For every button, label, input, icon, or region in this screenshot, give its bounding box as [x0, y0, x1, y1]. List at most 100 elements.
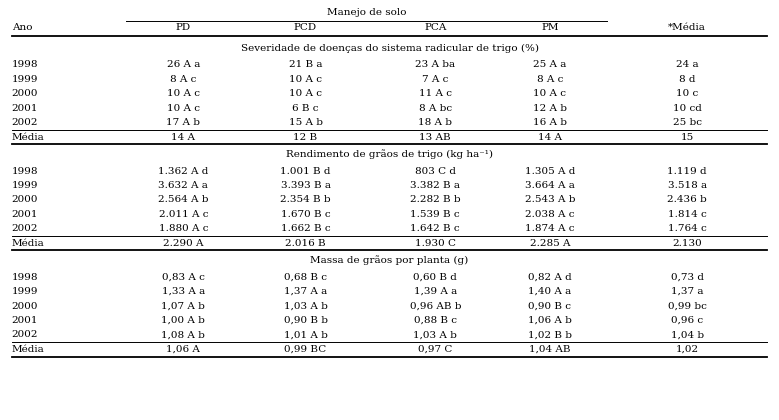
- Text: Manejo de solo: Manejo de solo: [327, 8, 407, 17]
- Text: 11 A c: 11 A c: [419, 89, 452, 98]
- Text: 1,06 A: 1,06 A: [167, 345, 200, 354]
- Text: 2.354 B b: 2.354 B b: [280, 195, 331, 205]
- Text: 2.290 A: 2.290 A: [163, 239, 203, 248]
- Text: 1,39 A a: 1,39 A a: [414, 287, 457, 296]
- Text: 3.664 A a: 3.664 A a: [525, 181, 575, 190]
- Text: 1.930 C: 1.930 C: [414, 239, 456, 248]
- Text: 0,60 B d: 0,60 B d: [414, 273, 457, 282]
- Text: 2.285 A: 2.285 A: [530, 239, 570, 248]
- Text: 23 A ba: 23 A ba: [415, 60, 456, 69]
- Text: 1,33 A a: 1,33 A a: [162, 287, 205, 296]
- Text: Rendimento de grãos de trigo (kg ha⁻¹): Rendimento de grãos de trigo (kg ha⁻¹): [286, 150, 493, 159]
- Text: 10 A c: 10 A c: [289, 75, 322, 84]
- Text: 2002: 2002: [12, 331, 38, 339]
- Text: PCA: PCA: [424, 23, 446, 32]
- Text: 8 A c: 8 A c: [170, 75, 196, 84]
- Text: 17 A b: 17 A b: [167, 118, 200, 127]
- Text: 0,97 C: 0,97 C: [418, 345, 453, 354]
- Text: 1.764 c: 1.764 c: [668, 224, 707, 233]
- Text: 10 A c: 10 A c: [289, 89, 322, 98]
- Text: 14 A: 14 A: [171, 133, 196, 142]
- Text: 1.642 B c: 1.642 B c: [411, 224, 460, 233]
- Text: 14 A: 14 A: [538, 133, 562, 142]
- Text: 1,04 AB: 1,04 AB: [529, 345, 570, 354]
- Text: 26 A a: 26 A a: [167, 60, 200, 69]
- Text: 2000: 2000: [12, 195, 38, 205]
- Text: 15: 15: [681, 133, 694, 142]
- Text: 1,40 A a: 1,40 A a: [528, 287, 572, 296]
- Text: 0,99 BC: 0,99 BC: [284, 345, 326, 354]
- Text: 1,08 A b: 1,08 A b: [161, 331, 206, 339]
- Text: 2000: 2000: [12, 302, 38, 310]
- Text: 2.564 A b: 2.564 A b: [158, 195, 209, 205]
- Text: 1,37 a: 1,37 a: [671, 287, 703, 296]
- Text: 1,07 A b: 1,07 A b: [161, 302, 206, 310]
- Text: 1,04 b: 1,04 b: [671, 331, 703, 339]
- Text: 1.305 A d: 1.305 A d: [524, 166, 575, 176]
- Text: PCD: PCD: [294, 23, 317, 32]
- Text: Média: Média: [12, 345, 44, 354]
- Text: 0,83 A c: 0,83 A c: [162, 273, 205, 282]
- Text: 1,01 A b: 1,01 A b: [284, 331, 327, 339]
- Text: Média: Média: [12, 133, 44, 142]
- Text: 2.016 B: 2.016 B: [285, 239, 326, 248]
- Text: 1,03 A b: 1,03 A b: [284, 302, 327, 310]
- Text: 1,00 A b: 1,00 A b: [161, 316, 206, 325]
- Text: Ano: Ano: [12, 23, 32, 32]
- Text: 2.130: 2.130: [672, 239, 702, 248]
- Text: Média: Média: [12, 239, 44, 248]
- Text: 21 B a: 21 B a: [289, 60, 323, 69]
- Text: 1999: 1999: [12, 287, 38, 296]
- Text: 10 A c: 10 A c: [534, 89, 566, 98]
- Text: 10 A c: 10 A c: [167, 104, 200, 113]
- Text: 2.038 A c: 2.038 A c: [525, 210, 575, 219]
- Text: 1999: 1999: [12, 75, 38, 84]
- Text: 0,82 A d: 0,82 A d: [528, 273, 572, 282]
- Text: Massa de grãos por planta (g): Massa de grãos por planta (g): [310, 256, 469, 265]
- Text: 8 d: 8 d: [679, 75, 696, 84]
- Text: 1,37 A a: 1,37 A a: [284, 287, 327, 296]
- Text: *Média: *Média: [668, 23, 707, 32]
- Text: 0,90 B c: 0,90 B c: [528, 302, 571, 310]
- Text: 2002: 2002: [12, 118, 38, 127]
- Text: 1.362 A d: 1.362 A d: [158, 166, 209, 176]
- Text: 1.662 B c: 1.662 B c: [280, 224, 330, 233]
- Text: 3.382 B a: 3.382 B a: [411, 181, 460, 190]
- Text: 1.119 d: 1.119 d: [668, 166, 707, 176]
- Text: 2000: 2000: [12, 89, 38, 98]
- Text: 18 A b: 18 A b: [418, 118, 453, 127]
- Text: 2.282 B b: 2.282 B b: [410, 195, 460, 205]
- Text: PD: PD: [176, 23, 191, 32]
- Text: 0,96 AB b: 0,96 AB b: [410, 302, 461, 310]
- Text: 0,68 B c: 0,68 B c: [284, 273, 327, 282]
- Text: 10 A c: 10 A c: [167, 89, 200, 98]
- Text: 1.874 A c: 1.874 A c: [525, 224, 575, 233]
- Text: 2002: 2002: [12, 224, 38, 233]
- Text: 12 B: 12 B: [294, 133, 318, 142]
- Text: PM: PM: [541, 23, 559, 32]
- Text: 16 A b: 16 A b: [533, 118, 567, 127]
- Text: 2001: 2001: [12, 210, 38, 219]
- Text: 3.632 A a: 3.632 A a: [158, 181, 208, 190]
- Text: 1.539 B c: 1.539 B c: [411, 210, 460, 219]
- Text: 8 A bc: 8 A bc: [419, 104, 452, 113]
- Text: 1.880 A c: 1.880 A c: [159, 224, 208, 233]
- Text: 2.011 A c: 2.011 A c: [159, 210, 208, 219]
- Text: 1998: 1998: [12, 60, 38, 69]
- Text: 24 a: 24 a: [676, 60, 699, 69]
- Text: 6 B c: 6 B c: [292, 104, 319, 113]
- Text: 0,90 B b: 0,90 B b: [284, 316, 327, 325]
- Text: 13 AB: 13 AB: [420, 133, 451, 142]
- Text: 2001: 2001: [12, 316, 38, 325]
- Text: 1.001 B d: 1.001 B d: [280, 166, 331, 176]
- Text: 0,96 c: 0,96 c: [671, 316, 703, 325]
- Text: 2.436 b: 2.436 b: [668, 195, 707, 205]
- Text: 2001: 2001: [12, 104, 38, 113]
- Text: 8 A c: 8 A c: [537, 75, 563, 84]
- Text: 1,06 A b: 1,06 A b: [528, 316, 572, 325]
- Text: 10 cd: 10 cd: [673, 104, 702, 113]
- Text: 0,73 d: 0,73 d: [671, 273, 703, 282]
- Text: 3.393 B a: 3.393 B a: [280, 181, 330, 190]
- Text: 0,88 B c: 0,88 B c: [414, 316, 456, 325]
- Text: Severidade de doenças do sistema radicular de trigo (%): Severidade de doenças do sistema radicul…: [241, 44, 538, 53]
